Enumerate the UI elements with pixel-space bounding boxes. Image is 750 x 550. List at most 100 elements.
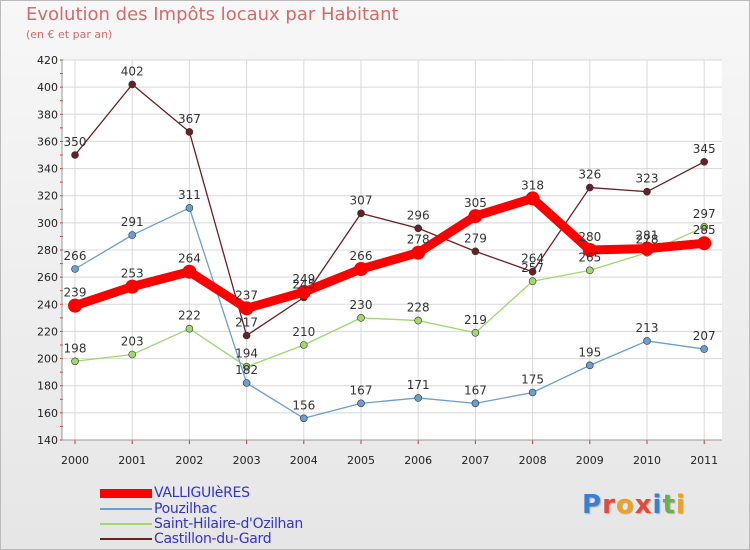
data-label-valligui-res: 280 bbox=[578, 230, 601, 244]
data-point-saint-hilaire-d-ozilhan bbox=[528, 277, 537, 286]
data-label-pouzilhac: 182 bbox=[235, 363, 258, 377]
data-point-valligui-res bbox=[125, 279, 140, 294]
y-tick-label: 140 bbox=[37, 434, 58, 447]
x-tick-label: 2010 bbox=[633, 454, 661, 467]
data-label-pouzilhac: 167 bbox=[350, 383, 373, 397]
data-point-castillon-du-gard bbox=[643, 187, 651, 196]
x-tick-label: 2002 bbox=[175, 454, 203, 467]
data-point-pouzilhac bbox=[71, 265, 79, 273]
data-label-saint-hilaire-d-ozilhan: 257 bbox=[521, 261, 544, 275]
data-point-saint-hilaire-d-ozilhan bbox=[299, 341, 308, 349]
data-label-valligui-res: 281 bbox=[636, 229, 659, 243]
data-point-pouzilhac bbox=[185, 204, 194, 212]
data-label-saint-hilaire-d-ozilhan: 297 bbox=[693, 207, 716, 221]
x-tick-label: 2007 bbox=[461, 454, 489, 467]
data-label-valligui-res: 285 bbox=[693, 223, 716, 237]
x-tick-label: 2001 bbox=[118, 454, 146, 467]
data-point-pouzilhac bbox=[242, 379, 251, 387]
legend-swatch bbox=[100, 508, 152, 510]
data-point-saint-hilaire-d-ozilhan bbox=[471, 328, 480, 337]
x-tick-label: 2004 bbox=[290, 454, 318, 467]
data-point-valligui-res bbox=[468, 209, 483, 224]
data-point-pouzilhac bbox=[585, 361, 594, 370]
x-tick-label: 2006 bbox=[404, 454, 432, 467]
data-label-valligui-res: 249 bbox=[292, 272, 315, 286]
data-label-saint-hilaire-d-ozilhan: 203 bbox=[121, 335, 144, 349]
x-tick-label: 2009 bbox=[576, 454, 604, 467]
data-label-valligui-res: 266 bbox=[350, 249, 373, 263]
data-label-castillon-du-gard: 326 bbox=[578, 168, 601, 182]
data-label-castillon-du-gard: 245 bbox=[292, 278, 315, 292]
data-point-valligui-res bbox=[296, 285, 311, 300]
y-tick-label: 360 bbox=[37, 135, 58, 148]
data-label-valligui-res: 278 bbox=[407, 233, 430, 247]
data-label-castillon-du-gard: 279 bbox=[464, 231, 487, 245]
data-point-saint-hilaire-d-ozilhan bbox=[128, 350, 136, 359]
data-point-castillon-du-gard bbox=[128, 80, 136, 89]
legend-item-saint-hilaire: Saint-Hilaire-d'Ozilhan bbox=[100, 516, 303, 532]
chart-subtitle: (en € et par an) bbox=[26, 28, 113, 41]
data-label-pouzilhac: 167 bbox=[464, 383, 487, 397]
x-tick-label: 2005 bbox=[347, 454, 375, 467]
legend-label: Saint-Hilaire-d'Ozilhan bbox=[154, 516, 303, 532]
data-point-castillon-du-gard bbox=[357, 209, 365, 218]
data-label-pouzilhac: 311 bbox=[178, 188, 201, 202]
x-tick-label: 2003 bbox=[233, 454, 261, 467]
legend-label: Pouzilhac bbox=[154, 501, 217, 517]
data-point-valligui-res bbox=[68, 298, 82, 313]
data-label-castillon-du-gard: 345 bbox=[693, 142, 716, 156]
data-label-castillon-du-gard: 367 bbox=[178, 112, 201, 126]
data-label-pouzilhac: 171 bbox=[407, 378, 430, 392]
data-point-pouzilhac bbox=[643, 337, 651, 345]
legend-item-pouzilhac: Pouzilhac bbox=[100, 501, 217, 517]
data-label-pouzilhac: 156 bbox=[292, 398, 315, 412]
data-label-pouzilhac: 175 bbox=[521, 373, 544, 387]
y-tick-label: 260 bbox=[37, 271, 58, 284]
data-point-saint-hilaire-d-ozilhan bbox=[700, 223, 709, 231]
data-label-valligui-res: 305 bbox=[464, 196, 487, 210]
data-label-saint-hilaire-d-ozilhan: 222 bbox=[178, 309, 201, 323]
data-label-pouzilhac: 213 bbox=[636, 321, 659, 335]
data-label-saint-hilaire-d-ozilhan: 194 bbox=[235, 347, 258, 361]
data-point-saint-hilaire-d-ozilhan bbox=[357, 314, 365, 322]
y-tick-label: 340 bbox=[37, 163, 58, 176]
series-line-pouzilhac bbox=[74, 207, 705, 419]
legend-swatch bbox=[100, 523, 152, 525]
data-label-valligui-res: 239 bbox=[64, 286, 87, 300]
x-tick-label: 2011 bbox=[690, 454, 718, 467]
legend-swatch bbox=[100, 488, 152, 498]
data-point-pouzilhac bbox=[299, 414, 308, 423]
series-line-castillon-du-gard bbox=[74, 83, 705, 337]
line-chart: 140 160 180 200 220 240 260 280 300 320 340 360 380 4… bbox=[37, 54, 722, 467]
data-label-saint-hilaire-d-ozilhan: 278 bbox=[636, 233, 659, 247]
y-tick-label: 160 bbox=[37, 407, 58, 420]
y-tick-label: 420 bbox=[37, 54, 58, 67]
data-label-saint-hilaire-d-ozilhan: 210 bbox=[292, 325, 315, 339]
series-line-saint-hilaire-d-ozilhan bbox=[74, 226, 705, 368]
data-label-saint-hilaire-d-ozilhan: 230 bbox=[350, 298, 373, 312]
data-point-valligui-res bbox=[354, 262, 368, 276]
data-point-valligui-res bbox=[697, 236, 712, 251]
data-point-pouzilhac bbox=[357, 399, 365, 408]
data-label-valligui-res: 253 bbox=[121, 267, 144, 281]
legend-swatch bbox=[100, 538, 152, 540]
data-label-pouzilhac: 207 bbox=[693, 329, 716, 343]
data-label-valligui-res: 237 bbox=[235, 288, 258, 302]
data-label-castillon-du-gard: 307 bbox=[350, 193, 373, 207]
data-label-castillon-du-gard: 402 bbox=[121, 64, 144, 78]
data-label-castillon-du-gard: 217 bbox=[235, 316, 258, 330]
data-point-castillon-du-gard bbox=[528, 267, 537, 276]
data-label-valligui-res: 318 bbox=[521, 178, 544, 192]
data-label-saint-hilaire-d-ozilhan: 228 bbox=[407, 301, 430, 315]
data-label-pouzilhac: 195 bbox=[578, 345, 601, 359]
data-point-valligui-res bbox=[239, 301, 254, 316]
data-point-pouzilhac bbox=[414, 394, 423, 402]
data-label-saint-hilaire-d-ozilhan: 219 bbox=[464, 313, 487, 327]
y-tick-label: 320 bbox=[37, 190, 58, 203]
y-tick-label: 200 bbox=[37, 353, 58, 366]
data-point-pouzilhac bbox=[471, 399, 480, 408]
y-tick-label: 240 bbox=[37, 298, 58, 311]
data-point-saint-hilaire-d-ozilhan bbox=[185, 324, 194, 333]
data-point-castillon-du-gard bbox=[700, 157, 709, 166]
data-point-castillon-du-gard bbox=[471, 247, 480, 256]
